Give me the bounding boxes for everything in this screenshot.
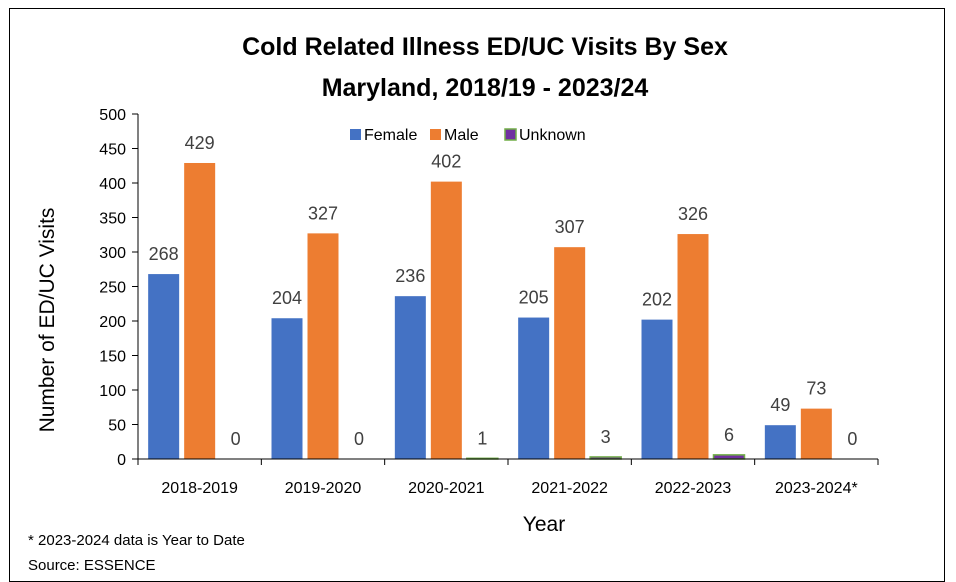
legend-label-unknown: Unknown — [519, 127, 586, 144]
y-tick-label: 150 — [99, 349, 126, 366]
bar-male — [307, 233, 339, 459]
bar-male — [677, 234, 709, 459]
data-label-unknown: 6 — [724, 425, 734, 445]
x-tick-label: 2019-2020 — [285, 480, 362, 497]
y-tick-label: 500 — [99, 107, 126, 124]
bars — [148, 162, 832, 460]
bar-male — [430, 181, 462, 459]
data-label-male: 326 — [678, 204, 708, 224]
data-label-male: 327 — [308, 203, 338, 223]
legend-swatch-female — [350, 129, 361, 140]
x-tick-label: 2022-2023 — [655, 480, 732, 497]
y-axis-ticks: 0 50 100 150 200 250 300 350 400 450 500 — [99, 107, 138, 469]
y-tick-label: 200 — [99, 314, 126, 331]
bar-unknown — [712, 454, 746, 460]
data-label-unknown: 0 — [847, 429, 857, 449]
data-label-male: 73 — [806, 379, 826, 399]
data-label-unknown: 0 — [354, 429, 364, 449]
source-note: Source: ESSENCE — [28, 557, 156, 574]
chart-title-line-2: Maryland, 2018/19 - 2023/24 — [322, 74, 649, 102]
bar-male — [800, 408, 832, 459]
bar-male — [554, 247, 586, 459]
y-tick-label: 0 — [117, 452, 126, 469]
bar-male — [184, 162, 216, 460]
data-label-male: 307 — [555, 217, 585, 237]
data-label-unknown: 3 — [601, 427, 611, 447]
x-axis-ticks: 2018-2019 2019-2020 2020-2021 2021-2022 2022… — [137, 459, 879, 497]
x-tick-label: 2021-2022 — [531, 480, 608, 497]
bar-female — [148, 274, 180, 459]
data-label-unknown: 0 — [231, 429, 241, 449]
x-tick-label: 2018-2019 — [161, 480, 238, 497]
data-label-female: 204 — [272, 288, 302, 308]
data-label-female: 268 — [149, 244, 179, 264]
data-label-female: 236 — [395, 266, 425, 286]
y-tick-label: 250 — [99, 280, 126, 297]
legend-label-female: Female — [364, 127, 417, 144]
y-tick-label: 300 — [99, 245, 126, 262]
x-tick-label: 2023-2024* — [775, 480, 858, 497]
legend-swatch-male — [430, 129, 441, 140]
y-tick-label: 450 — [99, 142, 126, 159]
y-tick-label: 100 — [99, 383, 126, 400]
bar-female — [518, 317, 550, 459]
footnote-year-to-date: * 2023-2024 data is Year to Date — [28, 532, 245, 549]
y-tick-label: 50 — [108, 418, 126, 435]
data-label-unknown: 1 — [477, 428, 487, 448]
legend: Female Male Unknown — [350, 127, 586, 144]
chart-title-line-1: Cold Related Illness ED/UC Visits By Sex — [242, 33, 728, 61]
data-label-female: 205 — [519, 288, 549, 308]
y-axis-title: Number of ED/UC Visits — [36, 208, 59, 433]
y-tick-label: 350 — [99, 211, 126, 228]
data-label-male: 429 — [185, 133, 215, 153]
bar-female — [394, 296, 426, 459]
bar-female — [641, 319, 673, 459]
bar-female — [764, 425, 796, 459]
data-label-female: 202 — [642, 290, 672, 310]
x-axis-title: Year — [523, 513, 565, 536]
legend-label-male: Male — [444, 127, 479, 144]
data-label-female: 49 — [770, 395, 790, 415]
legend-swatch-unknown — [504, 128, 517, 141]
data-label-male: 402 — [431, 152, 461, 172]
bar-female — [271, 318, 303, 459]
x-tick-label: 2020-2021 — [408, 480, 485, 497]
data-labels: 268 204 236 205 202 49 429 327 402 307 326 73 0 0 1 3 6 0 — [149, 133, 858, 449]
y-tick-label: 400 — [99, 176, 126, 193]
